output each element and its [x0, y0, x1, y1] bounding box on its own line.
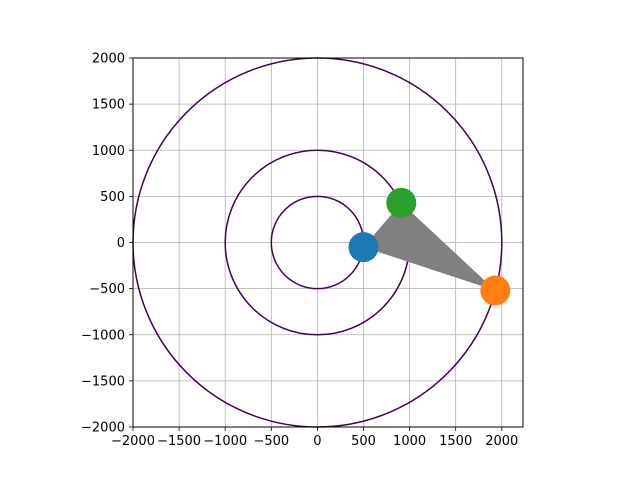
y-tick-label: −1500	[81, 374, 125, 389]
y-tick-label: −1000	[81, 328, 125, 343]
y-tick-label: −2000	[81, 421, 125, 436]
point-green	[386, 187, 417, 218]
x-tick-label: 1500	[439, 434, 472, 449]
x-tick-label: 2000	[485, 434, 518, 449]
x-tick-label: −1000	[203, 434, 247, 449]
grid	[132, 57, 523, 428]
x-tick-label: −500	[253, 434, 289, 449]
y-tick-label: −500	[89, 282, 125, 297]
y-tick-label: 500	[100, 190, 125, 205]
y-tick-label: 0	[117, 236, 125, 251]
x-tick-label: 1000	[393, 434, 426, 449]
axis-ticks: −2000 −1500 −1000 −500 0 500 1000 1500 200020001…	[81, 52, 518, 450]
triangle-polygon	[363, 202, 496, 291]
x-tick-label: −2000	[111, 434, 155, 449]
x-tick-label: 500	[351, 434, 376, 449]
point-blue	[348, 232, 379, 263]
point-orange	[480, 275, 511, 306]
x-tick-label: 0	[313, 434, 321, 449]
y-tick-label: 1000	[92, 144, 125, 159]
y-tick-label: 2000	[92, 52, 125, 67]
x-tick-label: −1500	[157, 434, 201, 449]
y-tick-label: 1500	[92, 98, 125, 113]
